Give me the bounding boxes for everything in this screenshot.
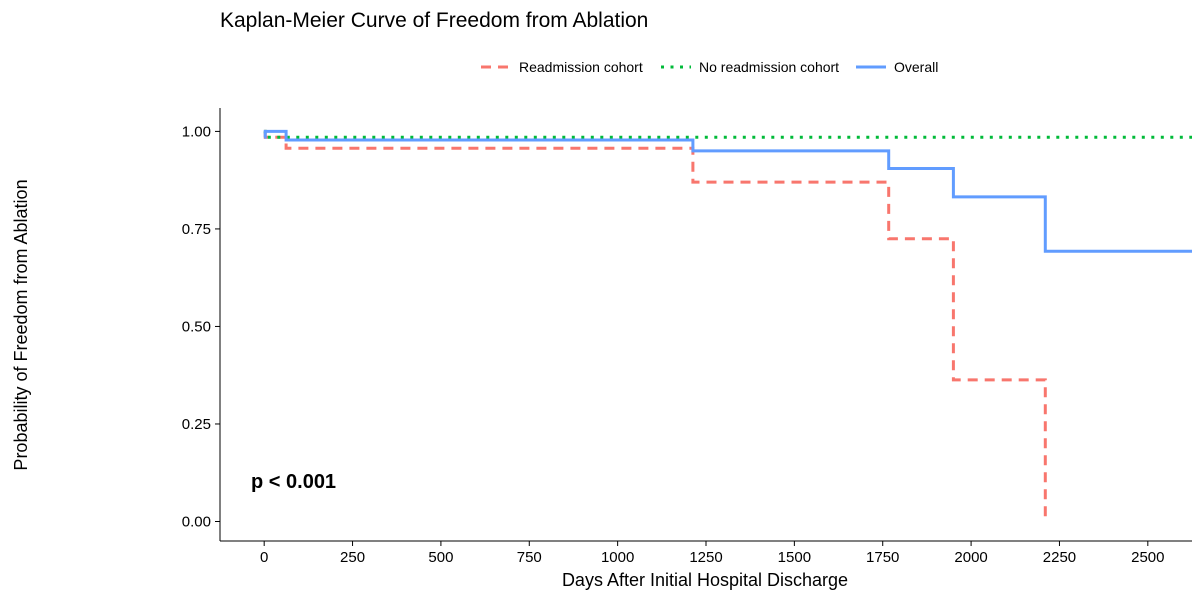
p-value-annotation: p < 0.001: [251, 471, 336, 493]
series-line-1: [263, 129, 1192, 139]
y-tick-label: 0.50: [182, 318, 211, 335]
series-line-0: [263, 129, 1047, 522]
legend-label-2: Overall: [894, 59, 938, 75]
y-axis-title: Probability of Freedom from Ablation: [11, 179, 31, 470]
x-tick-label: 250: [340, 549, 365, 566]
legend: Readmission cohort No readmission cohort O…: [481, 59, 938, 75]
x-tick-label: 2500: [1131, 549, 1164, 566]
x-axis-ticks: 0 250 500 750 1000 1250 1500 1750 2000 2250 2500: [260, 541, 1165, 566]
x-tick-label: 2000: [954, 549, 987, 566]
series-line-2: [263, 129, 1192, 253]
y-tick-label: 1.00: [182, 123, 211, 140]
x-tick-label: 1000: [601, 549, 634, 566]
x-tick-label: 1250: [689, 549, 722, 566]
x-tick-label: 1500: [778, 549, 811, 566]
plot-series: [263, 129, 1192, 522]
x-tick-label: 500: [428, 549, 453, 566]
x-tick-label: 1750: [866, 549, 899, 566]
y-axis-ticks: 0.00 0.25 0.50 0.75 1.00: [182, 123, 220, 530]
x-tick-label: 2250: [1043, 549, 1076, 566]
legend-label-1: No readmission cohort: [699, 59, 839, 75]
x-axis-title: Days After Initial Hospital Discharge: [562, 570, 848, 590]
chart-title: Kaplan-Meier Curve of Freedom from Ablat…: [220, 9, 648, 32]
legend-label-0: Readmission cohort: [519, 59, 643, 75]
x-tick-label: 750: [517, 549, 542, 566]
x-tick-label: 0: [260, 549, 268, 566]
y-tick-label: 0.00: [182, 513, 211, 530]
y-tick-label: 0.25: [182, 416, 211, 433]
y-tick-label: 0.75: [182, 221, 211, 238]
